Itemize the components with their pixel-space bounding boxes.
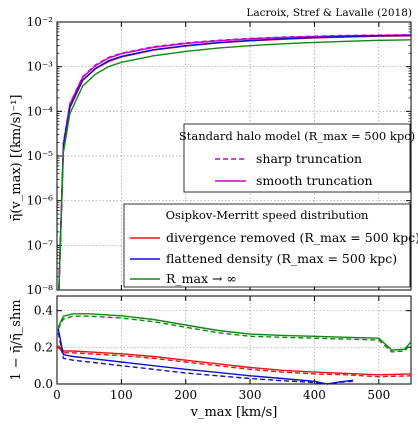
top-y-ticks: 10⁻⁸ 10⁻⁷ 10⁻⁶ 10⁻⁵ 10⁻⁴ 10⁻³ 10⁻²	[27, 15, 411, 297]
credit-text: Lacroix, Stref & Lavalle (2018)	[246, 7, 412, 19]
legend-rmax-infinity-label: R_max → ∞	[166, 271, 237, 286]
bottom-y-ticks: 0.0 0.2 0.4	[34, 304, 411, 391]
top-series-group	[58, 34, 412, 291]
bottom-y-tick-label: 0.0	[34, 377, 53, 391]
top-y-tick-label: 10⁻⁴	[27, 104, 54, 118]
bottom-series-line	[57, 315, 412, 353]
bottom-x-tick-label: 200	[174, 388, 197, 402]
top-series-line	[58, 34, 412, 291]
bottom-grid	[57, 296, 411, 384]
bottom-x-tick-label: 400	[303, 388, 326, 402]
bottom-series-line	[57, 346, 412, 378]
legend-divergence-label: divergence removed (R_max = 500 kpc)	[166, 230, 418, 245]
bottom-series-line	[57, 328, 354, 385]
bottom-series-line	[57, 332, 354, 385]
bottom-x-tick-label: 500	[367, 388, 390, 402]
top-series-line	[58, 34, 412, 291]
top-y-tick-label: 10⁻⁷	[27, 238, 54, 252]
bottom-x-tick-label: 0	[53, 388, 61, 402]
x-axis-label: v_max [km/s]	[190, 405, 278, 420]
legend-osipkov-merritt: Osipkov-Merritt speed distribution diver…	[123, 203, 418, 288]
top-panel: 10⁻⁸ 10⁻⁷ 10⁻⁶ 10⁻⁵ 10⁻⁴ 10⁻³ 10⁻² η̄(v_max) […	[9, 15, 418, 297]
bottom-series-line	[57, 345, 412, 376]
bottom-y-tick-label: 0.2	[34, 340, 53, 354]
bottom-plot-frame	[56, 295, 412, 385]
top-y-tick-label: 10⁻³	[27, 60, 54, 74]
bottom-x-ticks: 0 100 200 300 400 500	[53, 296, 390, 402]
bottom-x-tick-label: 300	[239, 388, 262, 402]
top-y-tick-label: 10⁻⁵	[27, 149, 54, 163]
bottom-series-group	[57, 313, 412, 385]
bottom-x-tick-label: 100	[110, 388, 133, 402]
legend-standard-halo-title: Standard halo model (R_max = 500 kpc)	[179, 129, 415, 143]
top-y-tick-label: 10⁻²	[27, 15, 54, 29]
top-y-tick-label: 10⁻⁶	[27, 194, 54, 208]
legend-sharp-label: sharp truncation	[256, 151, 362, 166]
bottom-panel: 0.0 0.2 0.4 0 100 200 300 400 500 1 − η̄/η̄_shm…	[9, 295, 412, 420]
legend-standard-halo: Standard halo model (R_max = 500 kpc) sh…	[179, 123, 415, 193]
bottom-y-tick-label: 0.4	[34, 304, 53, 318]
legend-smooth-label: smooth truncation	[256, 173, 373, 188]
legend-osipkov-merritt-box	[123, 203, 411, 288]
top-y-axis-label: η̄(v_max) [(km/s)⁻¹]	[9, 95, 24, 222]
top-series-line	[58, 39, 412, 291]
top-y-tick-label: 10⁻⁸	[27, 283, 54, 297]
legend-flattened-label: flattened density (R_max = 500 kpc)	[166, 251, 397, 266]
legend-osipkov-merritt-title: Osipkov-Merritt speed distribution	[166, 208, 369, 222]
bottom-y-axis-label: 1 − η̄/η̄_shm	[9, 299, 24, 380]
bottom-series-line	[57, 313, 412, 351]
